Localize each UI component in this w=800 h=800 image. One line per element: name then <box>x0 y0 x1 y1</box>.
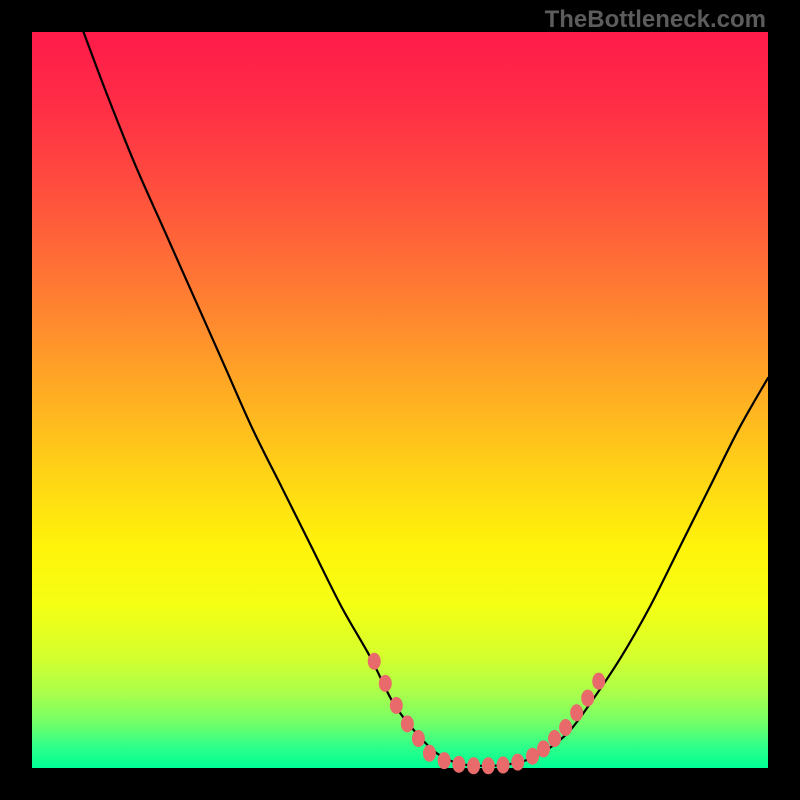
data-marker <box>368 653 380 669</box>
data-marker <box>593 673 605 689</box>
data-marker <box>482 758 494 774</box>
data-marker <box>571 705 583 721</box>
data-marker <box>549 731 561 747</box>
data-marker <box>438 753 450 769</box>
data-marker <box>379 675 391 691</box>
chart-container: TheBottleneck.com <box>0 0 800 800</box>
data-marker <box>526 748 538 764</box>
watermark-text: TheBottleneck.com <box>545 6 766 34</box>
plot-area <box>32 32 768 768</box>
data-marker <box>560 720 572 736</box>
data-marker <box>582 690 594 706</box>
data-marker <box>401 716 413 732</box>
data-marker <box>453 756 465 772</box>
bottleneck-curve <box>84 32 768 766</box>
curve-layer <box>32 32 768 768</box>
data-marker <box>497 757 509 773</box>
marker-group <box>368 653 604 774</box>
data-marker <box>538 741 550 757</box>
data-marker <box>512 754 524 770</box>
data-marker <box>412 731 424 747</box>
data-marker <box>423 745 435 761</box>
data-marker <box>468 758 480 774</box>
data-marker <box>390 697 402 713</box>
